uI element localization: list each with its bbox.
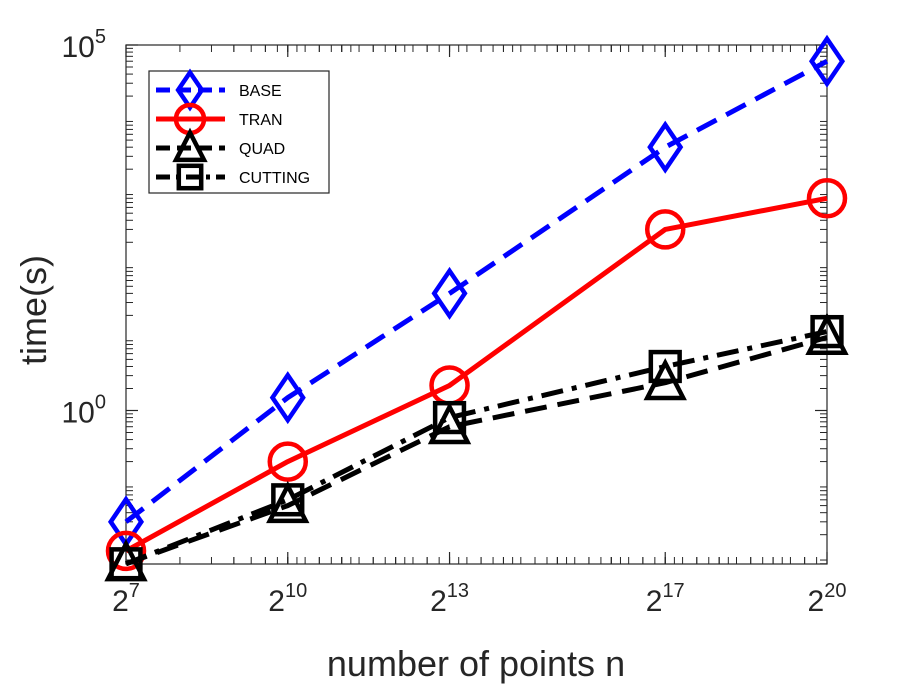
- data-point-tran: [644, 209, 686, 250]
- data-point-base: [808, 34, 846, 88]
- y-tick-label: 105: [62, 26, 107, 64]
- data-point-tran: [267, 441, 309, 482]
- data-point-tran: [105, 530, 147, 572]
- y-tick-label: 100: [62, 391, 107, 429]
- y-axis: 100 105: [62, 26, 827, 429]
- x-tick-label: 27: [112, 580, 140, 618]
- series-line-cutting: [125, 329, 828, 567]
- y-axis-label: time(s): [13, 255, 54, 365]
- legend-label: BASE: [239, 83, 282, 100]
- legend-label: CUTTING: [239, 170, 310, 187]
- series-layer: [104, 34, 849, 582]
- series-line-base: [124, 59, 829, 524]
- series-cutting: [109, 314, 844, 581]
- data-point-base: [431, 266, 468, 320]
- x-axis-label: number of points n: [327, 643, 625, 684]
- legend-marker: [176, 163, 204, 191]
- data-point-cutting: [648, 349, 682, 384]
- data-point-cutting: [109, 547, 143, 581]
- data-point-base: [647, 120, 684, 174]
- data-point-tran: [806, 178, 848, 219]
- legend: BASE TRAN QUAD CUTTING: [148, 68, 330, 194]
- legend-marker: [175, 68, 205, 112]
- x-tick-label: 220: [808, 580, 847, 618]
- legend-label: TRAN: [239, 112, 283, 129]
- x-tick-label: 213: [430, 580, 469, 618]
- x-tick-label: 210: [268, 580, 307, 618]
- data-point-quad: [266, 480, 310, 524]
- data-point-base: [269, 371, 306, 425]
- x-tick-label: 217: [646, 580, 685, 618]
- legend-item-quad: QUAD: [156, 127, 285, 163]
- legend-label: QUAD: [239, 141, 285, 158]
- legend-item-base: BASE: [156, 68, 282, 112]
- data-point-cutting: [271, 483, 305, 517]
- legend-marker: [172, 127, 208, 163]
- series-line-quad: [125, 334, 828, 567]
- x-axis: 27 210 213 217 220: [112, 45, 846, 618]
- data-point-cutting: [810, 314, 844, 349]
- series-line-tran: [124, 195, 828, 554]
- data-point-cutting: [432, 400, 467, 435]
- data-point-quad: [427, 401, 472, 445]
- legend-item-cutting: CUTTING: [156, 163, 310, 191]
